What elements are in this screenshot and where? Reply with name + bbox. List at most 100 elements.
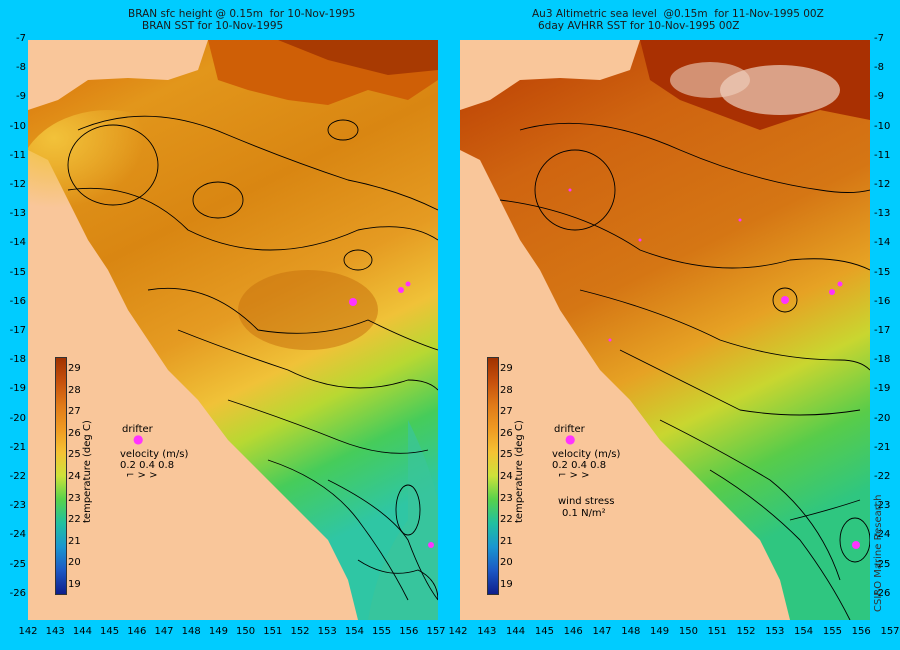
y-tick-label: -16 — [9, 295, 26, 307]
x-tick-label-left: 142 — [18, 626, 38, 637]
y-tick-label: -24 — [874, 529, 891, 541]
left-velocity-arrows: ⌐ > > — [126, 470, 158, 481]
x-tick-label-right: 155 — [822, 626, 842, 637]
y-tick-label: -25 — [9, 558, 26, 570]
y-tick-label: -7 — [16, 33, 26, 44]
y-tick-label: -23 — [9, 500, 26, 512]
y-tick-label: -10 — [9, 120, 26, 132]
colorbar-tick-label: 25 — [68, 449, 81, 461]
left-panel-title: BRAN sfc height @ 0.15m for 10-Nov-1995 … — [128, 8, 355, 32]
x-tick-label-right: 157 — [880, 626, 900, 637]
y-tick-label: -20 — [9, 412, 26, 424]
x-tick-label-right: 154 — [794, 626, 814, 637]
colorbar-tick-label: 23 — [500, 492, 513, 504]
right-colorbar — [487, 357, 499, 595]
y-tick-label: -24 — [9, 529, 26, 541]
x-tick-label-right: 156 — [851, 626, 871, 637]
x-tick-label-right: 148 — [621, 626, 641, 637]
x-tick-label-left: 148 — [181, 626, 201, 637]
x-tick-label-left: 144 — [72, 626, 92, 637]
x-tick-label-right: 149 — [650, 626, 670, 637]
y-tick-label: -22 — [9, 471, 26, 482]
right-contours — [499, 122, 870, 620]
colorbar-tick-label: 26 — [500, 427, 513, 439]
left-drifter-label: drifter — [122, 424, 153, 435]
left-contours — [67, 115, 438, 601]
left-title-line2: BRAN SST for 10-Nov-1995 — [142, 20, 284, 32]
y-tick-label: -9 — [874, 91, 884, 103]
x-tick-label-right: 153 — [765, 626, 785, 637]
right-map-panel — [460, 40, 870, 620]
wind-stress-value: 0.1 N/m² — [562, 508, 606, 519]
colorbar-tick-label: 22 — [68, 514, 81, 526]
right-ocean — [460, 40, 870, 620]
y-tick-label: -23 — [874, 500, 891, 512]
colorbar-tick-label: 24 — [68, 471, 81, 482]
y-tick-label: -19 — [874, 383, 891, 395]
colorbar-tick-label: 24 — [500, 471, 513, 482]
x-tick-label-right: 147 — [592, 626, 612, 637]
colorbar-tick-label: 22 — [500, 514, 513, 526]
left-drifter-icon: ● — [133, 432, 144, 446]
right-velocity-values: 0.2 0.4 0.8 — [552, 460, 607, 471]
credit-text: CSIRO Marine Research — [873, 494, 884, 612]
left-velocity-values: 0.2 0.4 0.8 — [120, 460, 175, 471]
left-drifters — [349, 281, 434, 548]
wind-stress-title: wind stress — [558, 496, 615, 507]
y-tick-label: -14 — [874, 237, 891, 249]
right-drifters — [568, 188, 860, 549]
x-tick-label-left: 152 — [290, 626, 310, 637]
left-velocity-title: velocity (m/s) — [120, 449, 189, 460]
right-drifter-label: drifter — [554, 424, 585, 435]
x-tick-label-left: 147 — [154, 626, 174, 637]
left-colorbar — [55, 357, 67, 595]
y-tick-label: -22 — [874, 471, 891, 482]
colorbar-tick-label: 19 — [68, 579, 81, 590]
y-tick-label: -11 — [9, 149, 26, 161]
x-tick-label-left: 151 — [263, 626, 283, 637]
y-tick-label: -26 — [874, 587, 891, 599]
left-map-panel — [28, 40, 438, 620]
colorbar-tick-label: 20 — [68, 557, 81, 569]
y-tick-label: -18 — [874, 354, 891, 366]
x-tick-label-right: 151 — [707, 626, 727, 637]
y-tick-label: -26 — [9, 587, 26, 599]
right-sst-map — [460, 40, 870, 620]
colorbar-tick-label: 29 — [68, 363, 81, 374]
y-tick-label: -17 — [9, 325, 26, 336]
y-tick-label: -19 — [9, 383, 26, 395]
left-title-line1: BRAN sfc height @ 0.15m for 10-Nov-1995 — [128, 8, 356, 20]
y-tick-label: -16 — [874, 295, 891, 307]
y-tick-label: -13 — [9, 208, 26, 220]
x-tick-label-left: 145 — [100, 626, 120, 637]
y-tick-label: -12 — [874, 179, 891, 190]
colorbar-tick-label: 25 — [500, 449, 513, 461]
y-tick-label: -8 — [874, 62, 884, 74]
y-tick-label: -9 — [16, 91, 26, 103]
right-panel-title: Au3 Altimetric sea level @0.15m for 11-N… — [532, 8, 824, 32]
y-tick-label: -10 — [874, 120, 891, 132]
x-tick-label-left: 150 — [236, 626, 256, 637]
x-tick-label-right: 144 — [506, 626, 526, 637]
colorbar-tick-label: 27 — [68, 406, 81, 418]
x-tick-label-left: 154 — [344, 626, 364, 637]
x-tick-label-left: 149 — [208, 626, 228, 637]
colorbar-tick-label: 21 — [68, 535, 81, 547]
right-drifter-icon: ● — [565, 432, 576, 446]
colorbar-tick-label: 28 — [68, 384, 81, 396]
colorbar-tick-label: 21 — [500, 535, 513, 547]
y-tick-label: -14 — [9, 237, 26, 249]
right-colorbar-label: temperature (deg C) — [514, 420, 525, 523]
x-tick-label-right: 150 — [678, 626, 698, 637]
x-tick-label-right: 146 — [563, 626, 583, 637]
y-tick-label: -7 — [874, 33, 884, 44]
left-colorbar-label: temperature (deg C) — [82, 420, 93, 523]
right-velocity-title: velocity (m/s) — [552, 449, 621, 460]
x-tick-label-left: 156 — [399, 626, 419, 637]
y-tick-label: -8 — [16, 62, 26, 74]
y-tick-label: -15 — [874, 266, 891, 278]
x-tick-label-right: 142 — [448, 626, 468, 637]
colorbar-tick-label: 26 — [68, 427, 81, 439]
y-tick-label: -21 — [874, 441, 891, 453]
colorbar-tick-label: 19 — [500, 579, 513, 590]
